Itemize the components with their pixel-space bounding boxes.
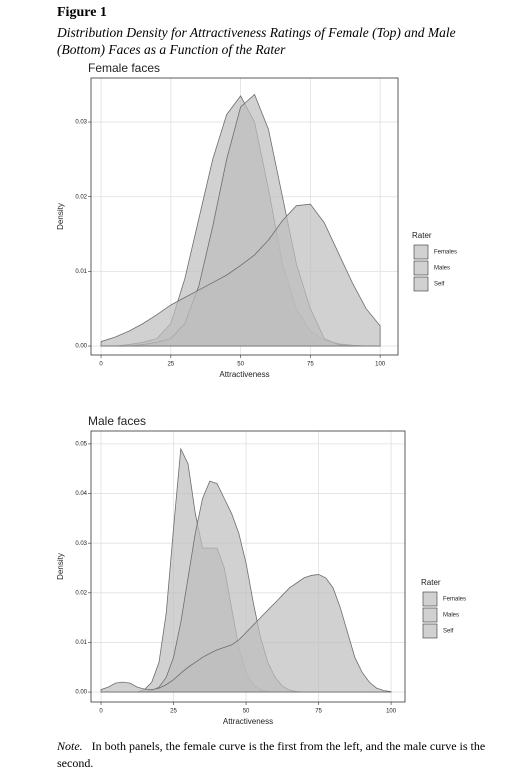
legend-title: Rater (421, 578, 441, 587)
x-tick-label: 50 (237, 362, 244, 368)
panel-title: Female faces (88, 61, 160, 75)
y-tick-label: 0.02 (75, 194, 87, 200)
x-tick-label: 75 (315, 709, 322, 715)
legend-label: Females (443, 597, 466, 603)
y-tick-label: 0.04 (75, 491, 87, 497)
y-tick-label: 0.00 (75, 344, 87, 350)
legend-key (413, 276, 429, 292)
legend-key (413, 260, 429, 276)
x-axis-label: Attractiveness (223, 717, 273, 726)
x-tick-label: 100 (375, 362, 386, 368)
x-tick-label: 50 (243, 709, 250, 715)
y-tick-label: 0.01 (75, 269, 87, 275)
panel-title: Male faces (88, 414, 146, 428)
figure-caption: Distribution Density for Attractiveness … (57, 25, 456, 57)
note-label: Note. (57, 739, 83, 753)
y-tick-label: 0.03 (75, 120, 87, 126)
legend-key (422, 591, 438, 607)
density-area (100, 203, 381, 347)
y-axis-label: Density (56, 553, 65, 580)
figure-note: Note. In both panels, the female curve i… (57, 738, 487, 772)
legend-label: Males (443, 613, 459, 619)
charts: Female faces 0.00 0.01 0.02 0.03 0 25 50 75 100 Fe… (56, 61, 466, 726)
y-axis-label: Density (56, 203, 65, 230)
x-tick-label: 100 (386, 709, 397, 715)
y-tick-label: 0.00 (75, 690, 87, 696)
y-tick-label: 0.02 (75, 590, 87, 596)
x-tick-label: 0 (99, 709, 103, 715)
y-tick-label: 0.03 (75, 541, 87, 547)
legend-label: Males (434, 266, 450, 272)
x-tick-label: 75 (307, 362, 314, 368)
legend-title: Rater (412, 231, 432, 240)
y-tick-label: 0.05 (75, 441, 87, 447)
density-area (100, 574, 392, 693)
legend-label: Females (434, 250, 457, 256)
legend-label: Self (434, 282, 445, 288)
x-axis-label: Attractiveness (219, 370, 269, 379)
note-text: In both panels, the female curve is the … (57, 739, 486, 770)
legend-key (413, 244, 429, 260)
legend-key (422, 607, 438, 623)
x-tick-label: 25 (167, 362, 174, 368)
y-tick-label: 0.01 (75, 640, 87, 646)
x-tick-label: 25 (170, 709, 177, 715)
x-tick-label: 0 (99, 362, 103, 368)
plot-border (90, 77, 399, 356)
figure-label: Figure 1 (57, 5, 107, 20)
legend-key (422, 623, 438, 639)
legend-label: Self (443, 629, 454, 635)
plot-border (90, 430, 406, 703)
